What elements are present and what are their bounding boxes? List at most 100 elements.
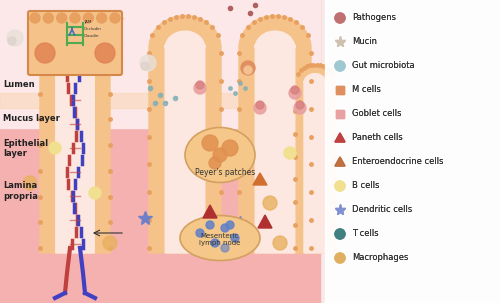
- Circle shape: [221, 224, 229, 232]
- Polygon shape: [335, 157, 345, 166]
- Polygon shape: [295, 65, 335, 253]
- Circle shape: [289, 87, 301, 99]
- FancyBboxPatch shape: [28, 11, 122, 75]
- Polygon shape: [255, 31, 295, 253]
- Circle shape: [294, 102, 306, 114]
- Polygon shape: [0, 93, 320, 108]
- Bar: [336, 86, 344, 94]
- Polygon shape: [335, 133, 345, 142]
- Circle shape: [103, 236, 117, 250]
- Circle shape: [84, 13, 94, 23]
- Polygon shape: [335, 133, 345, 142]
- Text: JAM: JAM: [84, 20, 92, 24]
- Circle shape: [70, 13, 80, 23]
- Circle shape: [8, 37, 16, 45]
- Circle shape: [78, 41, 86, 49]
- Circle shape: [296, 101, 304, 109]
- Circle shape: [226, 221, 234, 229]
- Text: Gut microbiota: Gut microbiota: [352, 62, 414, 71]
- Circle shape: [49, 142, 61, 154]
- Circle shape: [95, 43, 115, 63]
- Circle shape: [221, 244, 229, 252]
- Text: B cells: B cells: [352, 181, 380, 191]
- Circle shape: [213, 148, 227, 162]
- Text: Pathogens: Pathogens: [352, 14, 396, 22]
- Circle shape: [23, 176, 37, 190]
- Text: Enteroendocrine cells: Enteroendocrine cells: [352, 158, 444, 167]
- Circle shape: [30, 13, 40, 23]
- Circle shape: [335, 181, 345, 191]
- Polygon shape: [165, 31, 205, 253]
- Circle shape: [44, 13, 54, 23]
- Circle shape: [244, 66, 252, 74]
- Text: Lumen: Lumen: [3, 80, 34, 89]
- Text: Pathogens: Pathogens: [352, 14, 396, 22]
- Circle shape: [241, 61, 255, 75]
- Bar: [336, 110, 344, 118]
- Text: Goblet cells: Goblet cells: [352, 109, 402, 118]
- Bar: [336, 86, 344, 94]
- Circle shape: [140, 55, 156, 71]
- Text: T cells: T cells: [352, 229, 378, 238]
- Polygon shape: [0, 0, 320, 128]
- Polygon shape: [325, 0, 500, 303]
- Circle shape: [254, 102, 266, 114]
- Circle shape: [335, 253, 345, 263]
- Text: Paneth cells: Paneth cells: [352, 134, 403, 142]
- Circle shape: [141, 62, 149, 70]
- Circle shape: [335, 229, 345, 239]
- Text: Macrophages: Macrophages: [352, 254, 408, 262]
- Circle shape: [291, 86, 299, 94]
- Circle shape: [216, 129, 224, 137]
- Bar: [336, 110, 344, 118]
- Text: Lamina
propria: Lamina propria: [3, 181, 38, 201]
- Circle shape: [35, 43, 55, 63]
- Text: Mucin: Mucin: [352, 38, 377, 46]
- Polygon shape: [40, 32, 110, 253]
- Circle shape: [209, 157, 221, 169]
- Text: M cells: M cells: [352, 85, 381, 95]
- Text: B cells: B cells: [352, 181, 380, 191]
- Circle shape: [335, 13, 345, 23]
- Circle shape: [335, 181, 345, 191]
- Polygon shape: [0, 0, 320, 303]
- Text: Goblet cells: Goblet cells: [352, 109, 402, 118]
- Text: Mucin: Mucin: [352, 38, 377, 46]
- Circle shape: [256, 101, 264, 109]
- Polygon shape: [203, 205, 217, 218]
- Circle shape: [284, 147, 296, 159]
- Circle shape: [222, 140, 238, 156]
- Circle shape: [335, 13, 345, 23]
- Circle shape: [89, 187, 101, 199]
- Circle shape: [273, 236, 287, 250]
- Text: M cells: M cells: [352, 85, 381, 95]
- Circle shape: [211, 239, 219, 247]
- Text: Claudin: Claudin: [84, 34, 100, 38]
- Polygon shape: [253, 173, 267, 185]
- Circle shape: [335, 61, 345, 71]
- Text: Dendritic cells: Dendritic cells: [352, 205, 412, 215]
- Circle shape: [335, 61, 345, 71]
- Polygon shape: [335, 157, 345, 166]
- Text: Gut microbiota: Gut microbiota: [352, 62, 414, 71]
- Circle shape: [110, 13, 120, 23]
- Circle shape: [194, 82, 206, 94]
- Text: Paneth cells: Paneth cells: [352, 134, 403, 142]
- Polygon shape: [304, 74, 326, 253]
- Circle shape: [56, 13, 66, 23]
- Circle shape: [96, 13, 106, 23]
- Circle shape: [335, 253, 345, 263]
- Circle shape: [263, 196, 277, 210]
- Circle shape: [335, 229, 345, 239]
- Circle shape: [206, 221, 214, 229]
- Ellipse shape: [185, 128, 255, 182]
- Text: Occludin: Occludin: [84, 27, 102, 31]
- Circle shape: [196, 229, 204, 237]
- Text: Dendritic cells: Dendritic cells: [352, 205, 412, 215]
- Polygon shape: [149, 16, 221, 253]
- Text: T cells: T cells: [352, 229, 378, 238]
- Text: Macrophages: Macrophages: [352, 254, 408, 262]
- Circle shape: [7, 30, 23, 46]
- Text: Epithelial
layer: Epithelial layer: [3, 139, 48, 158]
- Polygon shape: [56, 47, 94, 253]
